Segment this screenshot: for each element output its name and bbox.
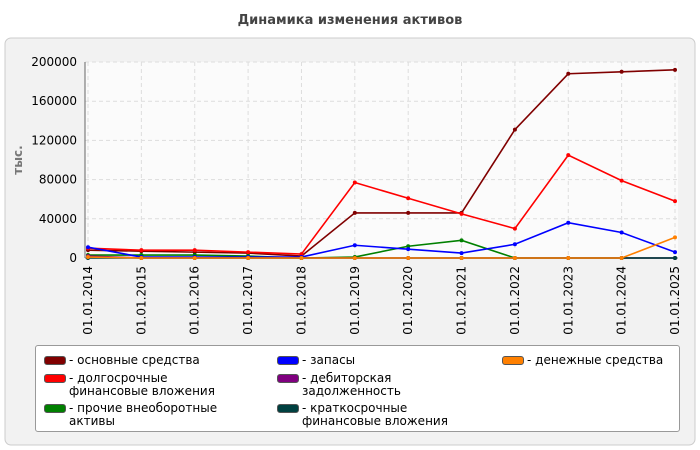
point xyxy=(673,235,677,240)
point xyxy=(459,251,464,256)
point xyxy=(619,256,624,260)
point xyxy=(512,256,517,260)
x-tick-label: 01.01.2016 xyxy=(188,266,202,335)
x-tick-label: 01.01.2020 xyxy=(401,266,415,335)
point xyxy=(299,256,304,260)
legend-item: - краткосрочные финансовые вложения xyxy=(277,402,502,431)
point xyxy=(566,71,571,76)
x-tick-label: 01.01.2018 xyxy=(294,266,308,335)
plot-area xyxy=(85,62,678,258)
x-tick-label: 01.01.2015 xyxy=(134,266,148,335)
legend-item: - основные средства xyxy=(44,354,277,370)
point xyxy=(566,220,571,225)
point xyxy=(192,256,197,260)
point xyxy=(406,256,411,260)
x-tick-label: 01.01.2024 xyxy=(615,266,629,335)
point xyxy=(673,199,677,204)
point xyxy=(352,180,357,185)
legend-item: - прочие внеоборотные активы xyxy=(44,402,277,431)
x-tick-label: 01.01.2014 xyxy=(81,266,95,335)
legend-swatch xyxy=(44,373,66,383)
y-tick-label: 80000 xyxy=(39,173,77,187)
y-tick-label: 160000 xyxy=(31,94,77,108)
series-line xyxy=(87,69,676,257)
point xyxy=(673,250,677,255)
point xyxy=(406,247,411,252)
legend: - основные средства - долгосрочные финанс… xyxy=(35,345,680,432)
series-line xyxy=(87,221,676,258)
point xyxy=(406,196,411,201)
point xyxy=(459,238,464,243)
series-line xyxy=(87,236,676,259)
x-tick-label: 01.01.2025 xyxy=(668,266,682,335)
x-tick-label: 01.01.2017 xyxy=(241,266,255,335)
y-axis-label: тыс. xyxy=(11,145,25,174)
legend-label: - прочие внеоборотные активы xyxy=(69,401,218,429)
legend-item: - дебиторская задолженность xyxy=(277,370,502,401)
y-tick-label: 120000 xyxy=(31,133,77,147)
legend-swatch xyxy=(277,356,299,365)
point xyxy=(299,252,304,257)
legend-label: - запасы xyxy=(302,353,356,367)
point xyxy=(192,248,197,253)
legend-swatch xyxy=(277,404,299,414)
point xyxy=(512,242,517,247)
x-tick-label: 01.01.2022 xyxy=(508,266,522,335)
point xyxy=(619,178,624,183)
legend-item: - денежные средства xyxy=(502,354,672,370)
plot: 0 40000 80000 120000 160000 200000 01.01.2014 0… xyxy=(31,55,682,335)
point xyxy=(619,69,624,74)
point xyxy=(566,153,571,158)
point xyxy=(459,211,464,216)
point xyxy=(246,250,251,255)
point xyxy=(566,256,571,260)
legend-label: - дебиторская задолженность xyxy=(302,370,401,398)
x-tick-label: 01.01.2023 xyxy=(561,266,575,335)
point xyxy=(86,255,90,260)
point xyxy=(246,256,251,260)
legend-label: - краткосрочные финансовые вложения xyxy=(302,401,448,429)
chart-title: Динамика изменения активов xyxy=(238,13,463,28)
point xyxy=(139,248,144,253)
point xyxy=(512,226,517,231)
point xyxy=(86,245,90,250)
legend-label: - денежные средства xyxy=(527,353,664,367)
legend-swatch xyxy=(44,404,66,414)
point xyxy=(352,256,357,260)
y-tick-label: 0 xyxy=(69,251,77,265)
x-tick-label: 01.01.2019 xyxy=(348,266,362,335)
legend-item: - долгосрочные финансовые вложения xyxy=(44,370,277,401)
y-tick-label: 200000 xyxy=(31,55,77,69)
point xyxy=(406,244,411,249)
y-tick-label: 40000 xyxy=(39,212,77,226)
point xyxy=(406,210,411,215)
legend-swatch xyxy=(44,356,66,365)
point xyxy=(673,256,677,260)
point xyxy=(139,256,144,260)
point xyxy=(352,210,357,215)
point xyxy=(512,127,517,132)
series-line xyxy=(87,154,676,255)
legend-swatch xyxy=(502,356,524,365)
point xyxy=(673,67,677,72)
legend-label: - основные средства xyxy=(69,353,200,367)
x-tick-label: 01.01.2021 xyxy=(455,266,469,335)
point xyxy=(352,243,357,248)
legend-label: - долгосрочные финансовые вложения xyxy=(69,370,215,398)
point xyxy=(619,230,624,235)
legend-swatch xyxy=(277,373,299,383)
point xyxy=(459,256,464,260)
legend-item: - запасы xyxy=(277,354,502,370)
